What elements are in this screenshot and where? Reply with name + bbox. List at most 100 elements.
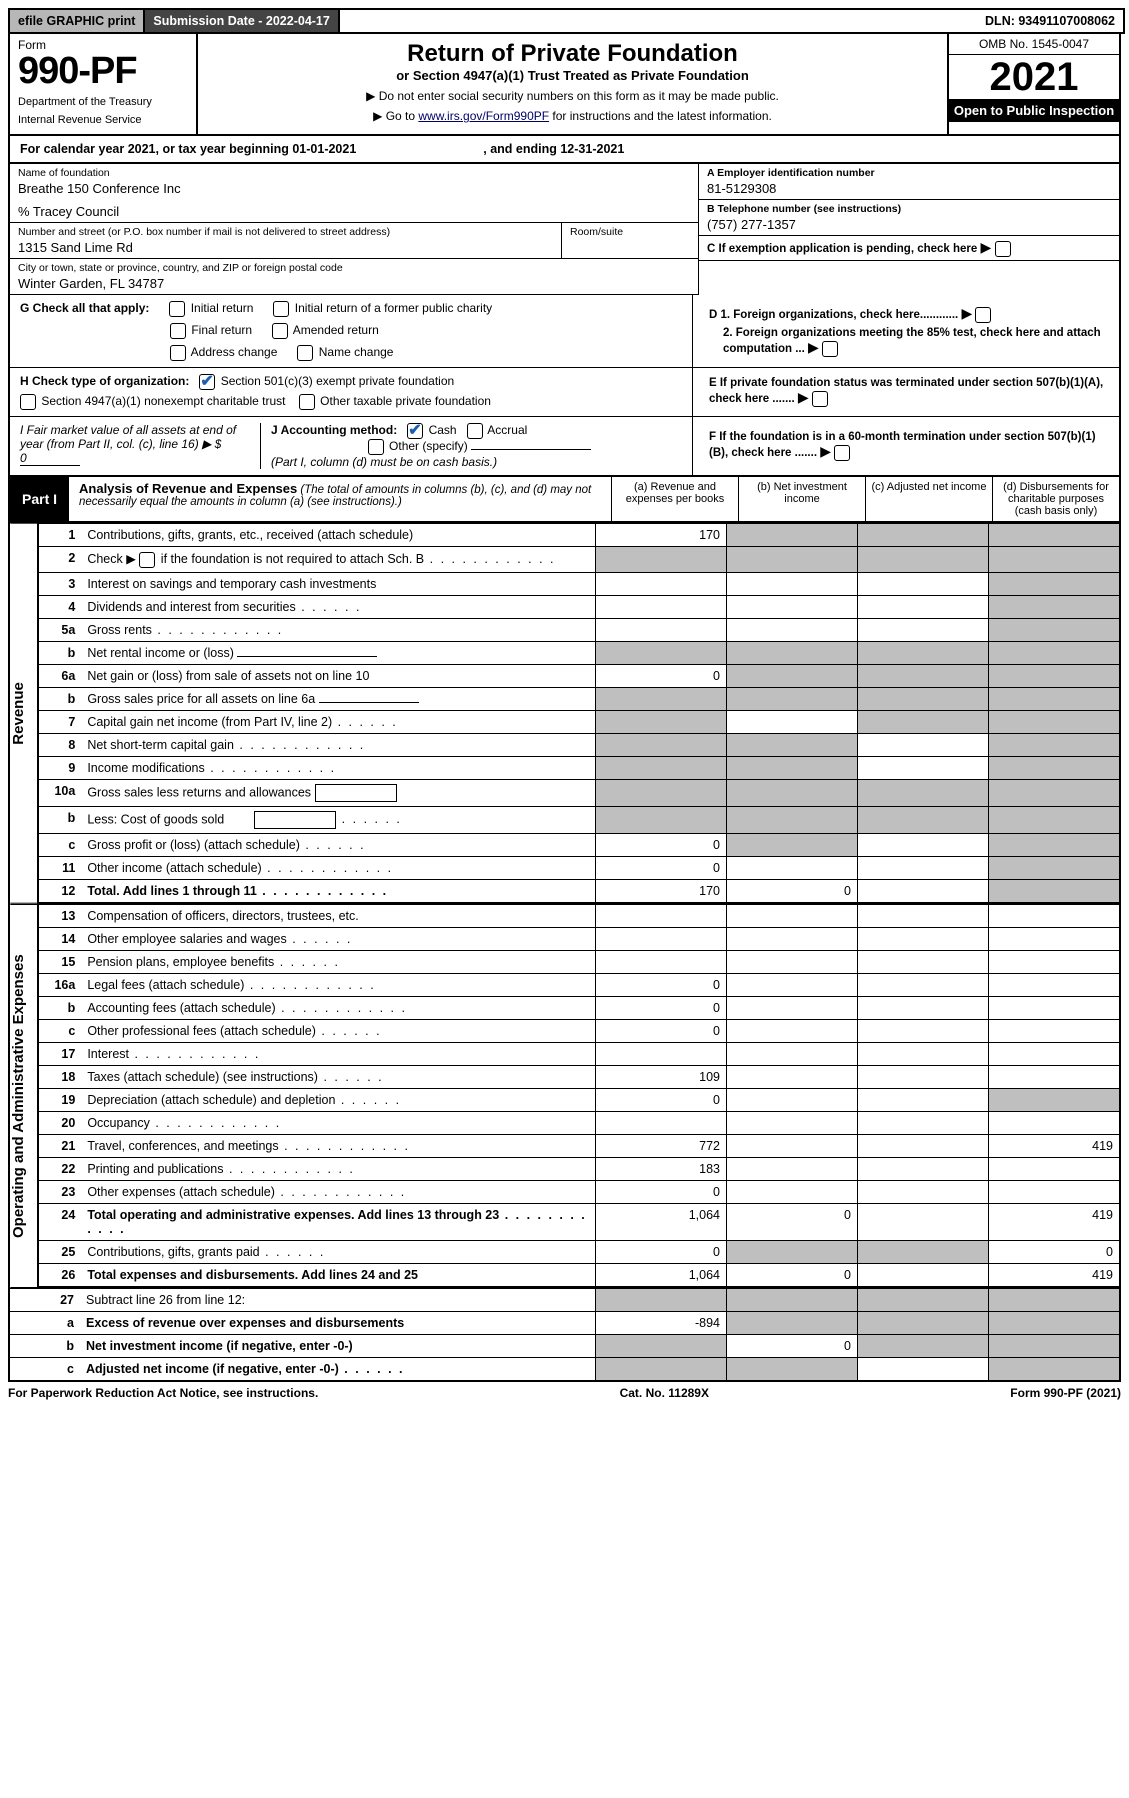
checkbox-501c3[interactable] xyxy=(199,374,215,390)
form-instr-ssn: ▶ Do not enter social security numbers o… xyxy=(208,89,937,103)
exemption-pending-cell: C If exemption application is pending, c… xyxy=(699,236,1119,261)
line27-table: 27Subtract line 26 from line 12: aExcess… xyxy=(8,1288,1121,1382)
revenue-section: Revenue 1Contributions, gifts, grants, e… xyxy=(8,523,1121,904)
part1-tag: Part I xyxy=(10,477,69,521)
entity-block: Name of foundation Breathe 150 Conferenc… xyxy=(8,164,1121,295)
ein: 81-5129308 xyxy=(707,181,1111,196)
street-address: 1315 Sand Lime Rd xyxy=(18,240,553,255)
part1-header: Part I Analysis of Revenue and Expenses … xyxy=(8,477,1121,523)
footer-catno: Cat. No. 11289X xyxy=(620,1386,709,1400)
l11-a: 0 xyxy=(596,856,727,879)
l10c-a: 0 xyxy=(596,833,727,856)
irs-link[interactable]: www.irs.gov/Form990PF xyxy=(418,109,549,123)
city-cell: City or town, state or province, country… xyxy=(10,259,698,295)
checkbox-sch-b[interactable] xyxy=(139,552,155,568)
checkbox-address-change[interactable] xyxy=(170,345,186,361)
form-header: Form 990-PF Department of the Treasury I… xyxy=(8,34,1121,136)
open-public: Open to Public Inspection xyxy=(949,99,1119,122)
expenses-side-label: Operating and Administrative Expenses xyxy=(10,904,37,1288)
l24-d: 419 xyxy=(989,1203,1121,1240)
col-d-head: (d) Disbursements for charitable purpose… xyxy=(992,477,1119,521)
l26-d: 419 xyxy=(989,1263,1121,1287)
l27a-a: -894 xyxy=(596,1311,727,1334)
row-i-j-f: I Fair market value of all assets at end… xyxy=(8,417,1121,477)
part1-desc: Analysis of Revenue and Expenses (The to… xyxy=(69,477,611,521)
form-title-block: Return of Private Foundation or Section … xyxy=(198,34,947,134)
checkbox-cash[interactable] xyxy=(407,423,423,439)
l24-b: 0 xyxy=(727,1203,858,1240)
dept-treasury: Department of the Treasury xyxy=(18,96,188,108)
l24-a: 1,064 xyxy=(596,1203,727,1240)
l16b-a: 0 xyxy=(596,996,727,1019)
l27b-b: 0 xyxy=(727,1334,858,1357)
row-h-e: H Check type of organization: Section 50… xyxy=(8,368,1121,417)
col-a-head: (a) Revenue and expenses per books xyxy=(611,477,738,521)
foundation-name: Breathe 150 Conference Inc xyxy=(18,181,690,196)
expenses-section: Operating and Administrative Expenses 13… xyxy=(8,904,1121,1288)
l21-a: 772 xyxy=(596,1134,727,1157)
g-label: G Check all that apply: xyxy=(20,301,149,317)
form-subtitle: or Section 4947(a)(1) Trust Treated as P… xyxy=(208,68,937,83)
submission-date: Submission Date - 2022-04-17 xyxy=(145,10,339,32)
checkbox-d1[interactable] xyxy=(975,307,991,323)
l21-d: 419 xyxy=(989,1134,1121,1157)
calendar-year-row: For calendar year 2021, or tax year begi… xyxy=(8,136,1121,164)
checkbox-other-method[interactable] xyxy=(368,439,384,455)
h-label: H Check type of organization: xyxy=(20,374,189,388)
checkbox-final-return[interactable] xyxy=(170,323,186,339)
form-title: Return of Private Foundation xyxy=(208,40,937,68)
l18-a: 109 xyxy=(596,1065,727,1088)
checkbox-e[interactable] xyxy=(812,391,828,407)
expenses-table: 13Compensation of officers, directors, t… xyxy=(37,904,1121,1288)
checkbox-accrual[interactable] xyxy=(467,423,483,439)
l25-d: 0 xyxy=(989,1240,1121,1263)
foundation-name-cell: Name of foundation Breathe 150 Conferenc… xyxy=(10,164,698,223)
revenue-table: 1Contributions, gifts, grants, etc., rec… xyxy=(37,523,1121,904)
checkbox-c[interactable] xyxy=(995,241,1011,257)
footer-formref: Form 990-PF (2021) xyxy=(1010,1386,1121,1400)
l1-a: 170 xyxy=(596,524,727,547)
l16c-a: 0 xyxy=(596,1019,727,1042)
checkbox-other-taxable[interactable] xyxy=(299,394,315,410)
form-id-block: Form 990-PF Department of the Treasury I… xyxy=(10,34,198,134)
l19-a: 0 xyxy=(596,1088,727,1111)
dln: DLN: 93491107008062 xyxy=(977,10,1123,32)
omb-number: OMB No. 1545-0047 xyxy=(949,34,1119,55)
phone-cell: B Telephone number (see instructions) (7… xyxy=(699,200,1119,236)
care-of: % Tracey Council xyxy=(18,204,690,219)
tax-year: 2021 xyxy=(949,55,1119,99)
l26-a: 1,064 xyxy=(596,1263,727,1287)
efile-label: efile GRAPHIC print xyxy=(10,10,145,32)
l26-b: 0 xyxy=(727,1263,858,1287)
fmv-block: I Fair market value of all assets at end… xyxy=(20,423,260,469)
checkbox-4947[interactable] xyxy=(20,394,36,410)
j-label: J Accounting method: xyxy=(271,423,397,437)
checkbox-initial-return[interactable] xyxy=(169,301,185,317)
city-state-zip: Winter Garden, FL 34787 xyxy=(18,276,690,291)
dept-irs: Internal Revenue Service xyxy=(18,114,188,126)
col-c-head: (c) Adjusted net income xyxy=(865,477,992,521)
ty-end: 12-31-2021 xyxy=(560,142,624,156)
j-note: (Part I, column (d) must be on cash basi… xyxy=(271,455,682,469)
l22-a: 183 xyxy=(596,1157,727,1180)
top-bar: efile GRAPHIC print Submission Date - 20… xyxy=(8,8,1125,34)
checkbox-initial-former[interactable] xyxy=(273,301,289,317)
row-g-d: G Check all that apply: Initial return I… xyxy=(8,295,1121,368)
l25-a: 0 xyxy=(596,1240,727,1263)
checkbox-d2[interactable] xyxy=(822,341,838,357)
page-footer: For Paperwork Reduction Act Notice, see … xyxy=(8,1382,1121,1400)
form-number: 990-PF xyxy=(18,52,188,90)
revenue-side-label: Revenue xyxy=(10,523,37,904)
phone: (757) 277-1357 xyxy=(707,217,1111,232)
l12-a: 170 xyxy=(596,879,727,903)
checkbox-amended[interactable] xyxy=(272,323,288,339)
footer-paperwork: For Paperwork Reduction Act Notice, see … xyxy=(8,1386,318,1400)
l23-a: 0 xyxy=(596,1180,727,1203)
room-suite-cell: Room/suite xyxy=(561,223,698,259)
address-cell: Number and street (or P.O. box number if… xyxy=(10,223,561,259)
checkbox-name-change[interactable] xyxy=(297,345,313,361)
l6a-a: 0 xyxy=(596,664,727,687)
checkbox-f[interactable] xyxy=(834,445,850,461)
form-instr-link: ▶ Go to www.irs.gov/Form990PF for instru… xyxy=(208,109,937,123)
fmv-value: 0 xyxy=(20,451,80,466)
